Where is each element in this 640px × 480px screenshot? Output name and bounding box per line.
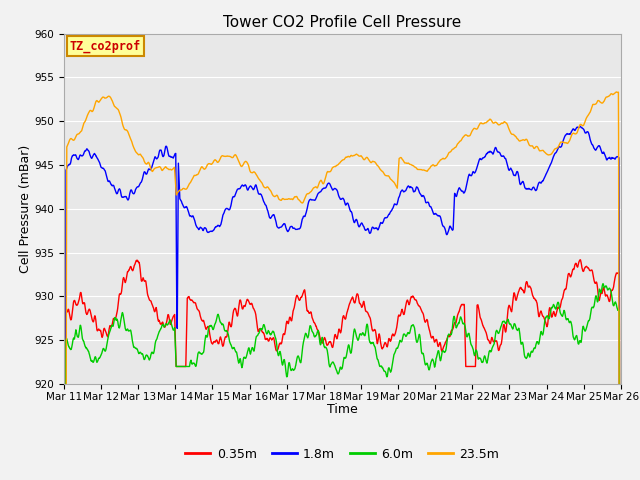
Y-axis label: Cell Pressure (mBar): Cell Pressure (mBar): [19, 144, 31, 273]
X-axis label: Time: Time: [327, 403, 358, 416]
Text: TZ_co2prof: TZ_co2prof: [70, 39, 141, 53]
Title: Tower CO2 Profile Cell Pressure: Tower CO2 Profile Cell Pressure: [223, 15, 461, 30]
Legend: 0.35m, 1.8m, 6.0m, 23.5m: 0.35m, 1.8m, 6.0m, 23.5m: [180, 443, 504, 466]
